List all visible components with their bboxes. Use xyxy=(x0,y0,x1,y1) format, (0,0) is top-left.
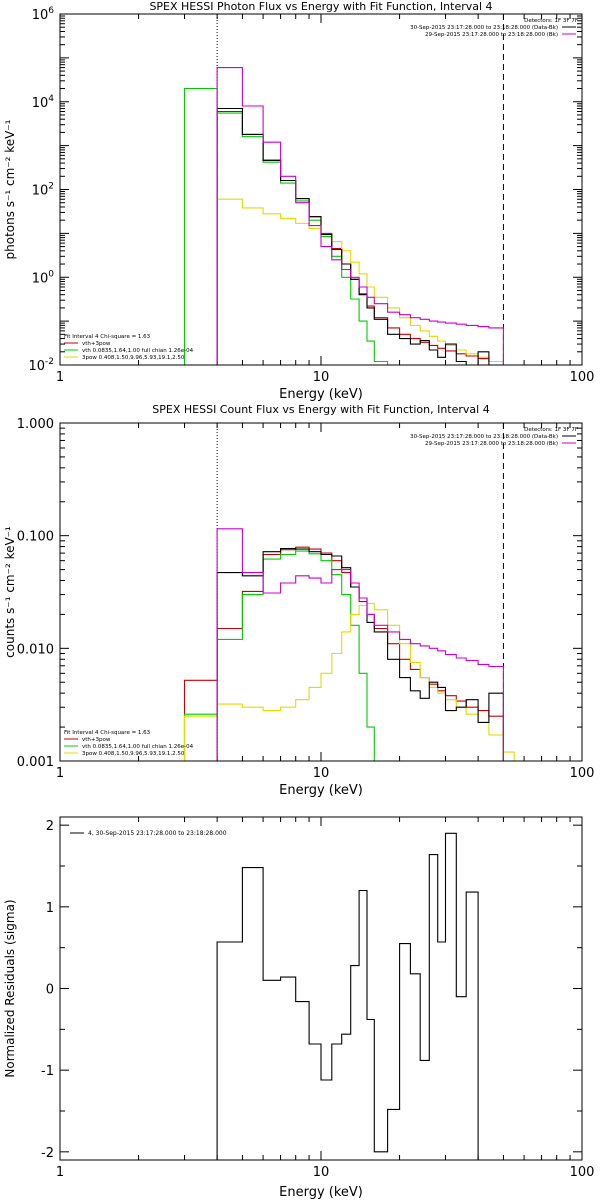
x-axis-label: Energy (keV) xyxy=(279,1185,363,1200)
legend-text: Fit Interval 4 Chi-square = 1.63 xyxy=(64,730,151,736)
y-tick-label: -1 xyxy=(41,1064,54,1079)
y-axis-label: counts s⁻¹ cm⁻² keV⁻¹ xyxy=(3,526,17,658)
series-2 xyxy=(183,87,411,365)
series-3 xyxy=(216,198,504,365)
x-tick-label: 100 xyxy=(570,766,595,781)
series-5 xyxy=(216,528,504,761)
legend-text: 3pow 0.408,1.50,9.96,5.93,19.1,2.50 xyxy=(82,355,185,361)
legend-text: Fit Interval 4 Chi-square = 1.63 xyxy=(64,334,151,340)
y-tick-label-base: 10 xyxy=(32,271,49,286)
y-tick-label: 106 xyxy=(32,6,55,23)
x-tick-label: 1 xyxy=(56,370,64,385)
series-3 xyxy=(183,602,525,761)
y-axis-label: Normalized Residuals (sigma) xyxy=(3,899,17,1077)
y-tick-label: -2 xyxy=(41,1146,54,1161)
legend-text: Detectors: 1F 3F 7F xyxy=(524,18,578,24)
y-tick-label-exp: 0 xyxy=(48,269,54,279)
y-tick-label: 104 xyxy=(32,94,55,111)
x-tick-label: 10 xyxy=(313,370,330,385)
panel-2: SPEX HESSI Count Flux vs Energy with Fit… xyxy=(3,403,594,798)
y-tick-label-exp: -2 xyxy=(45,357,54,367)
plot-frame xyxy=(59,422,583,762)
chart-title: SPEX HESSI Count Flux vs Energy with Fit… xyxy=(152,403,489,416)
plot-frame xyxy=(59,13,583,366)
y-tick-label: 0.001 xyxy=(17,755,54,770)
legend-text: 3pow 0.408,1.50,9.96,5.93,19.1,2.50 xyxy=(82,751,185,757)
legend-text: 30-Sep-2015 23:17:28.000 to 23:18:28.000… xyxy=(410,25,558,31)
series-4 xyxy=(216,547,504,761)
y-tick-label-exp: 2 xyxy=(48,182,54,192)
legend-text: vth+3pow xyxy=(82,737,111,743)
legend-text: Detectors: 1F 3F 7F xyxy=(524,427,578,433)
y-tick-label-base: 10 xyxy=(32,184,49,199)
panel-3: Energy (keV) Normalized Residuals (sigma)… xyxy=(3,816,595,1200)
x-axis-label: Energy (keV) xyxy=(279,387,363,402)
series-2 xyxy=(183,550,389,761)
y-tick-label: 1.000 xyxy=(17,417,54,432)
x-axis-label: Energy (keV) xyxy=(279,783,363,798)
series-1 xyxy=(216,110,504,365)
legend-text: 29-Sep-2015 23:17:28.000 to 23:18:28.000… xyxy=(425,32,558,38)
y-axis-label: photons s⁻¹ cm⁻² keV⁻¹ xyxy=(3,119,17,259)
x-tick-label: 1 xyxy=(56,1165,64,1180)
y-tick-label: 1 xyxy=(46,901,54,916)
y-tick-label: 0.100 xyxy=(17,530,54,545)
legend-text: 4, 30-Sep-2015 23:17:28.000 to 23:18:28.… xyxy=(88,830,227,837)
x-tick-label: 100 xyxy=(570,1165,595,1180)
y-tick-label: 0.010 xyxy=(17,642,54,657)
panel-1: SPEX HESSI Photon Flux vs Energy with Fi… xyxy=(3,0,595,402)
y-tick-label-base: 10 xyxy=(28,359,45,374)
series-5 xyxy=(216,67,504,365)
legend-text: vth+3pow xyxy=(82,341,111,347)
x-tick-label: 1 xyxy=(56,766,64,781)
y-tick-label-exp: 6 xyxy=(48,6,54,16)
y-tick-label: 10-2 xyxy=(28,357,54,374)
plot-frame xyxy=(59,816,583,1161)
series-4 xyxy=(216,107,504,365)
chart-title: SPEX HESSI Photon Flux vs Energy with Fi… xyxy=(149,0,492,13)
series-1 xyxy=(216,832,479,1160)
x-tick-label: 10 xyxy=(313,766,330,781)
x-tick-label: 100 xyxy=(570,370,595,385)
y-tick-label: 2 xyxy=(46,819,54,834)
legend-text: 29-Sep-2015 23:17:28.000 to 23:18:28.000… xyxy=(425,441,558,447)
y-tick-label-base: 10 xyxy=(32,96,49,111)
legend-text: vth 0.0835,1.64,1.00 full chian 1.26e-04 xyxy=(82,744,194,750)
x-tick-label: 10 xyxy=(313,1165,330,1180)
y-tick-label-base: 10 xyxy=(32,8,49,23)
y-tick-label: 100 xyxy=(32,269,55,286)
y-tick-label: 0 xyxy=(46,983,54,998)
legend-text: vth 0.0835,1.64,1.00 full chian 1.26e-04 xyxy=(82,348,194,354)
legend-text: 30-Sep-2015 23:17:28.000 to 23:18:28.000… xyxy=(410,434,558,440)
y-tick-label-exp: 4 xyxy=(48,94,54,104)
y-tick-label: 102 xyxy=(32,182,54,199)
